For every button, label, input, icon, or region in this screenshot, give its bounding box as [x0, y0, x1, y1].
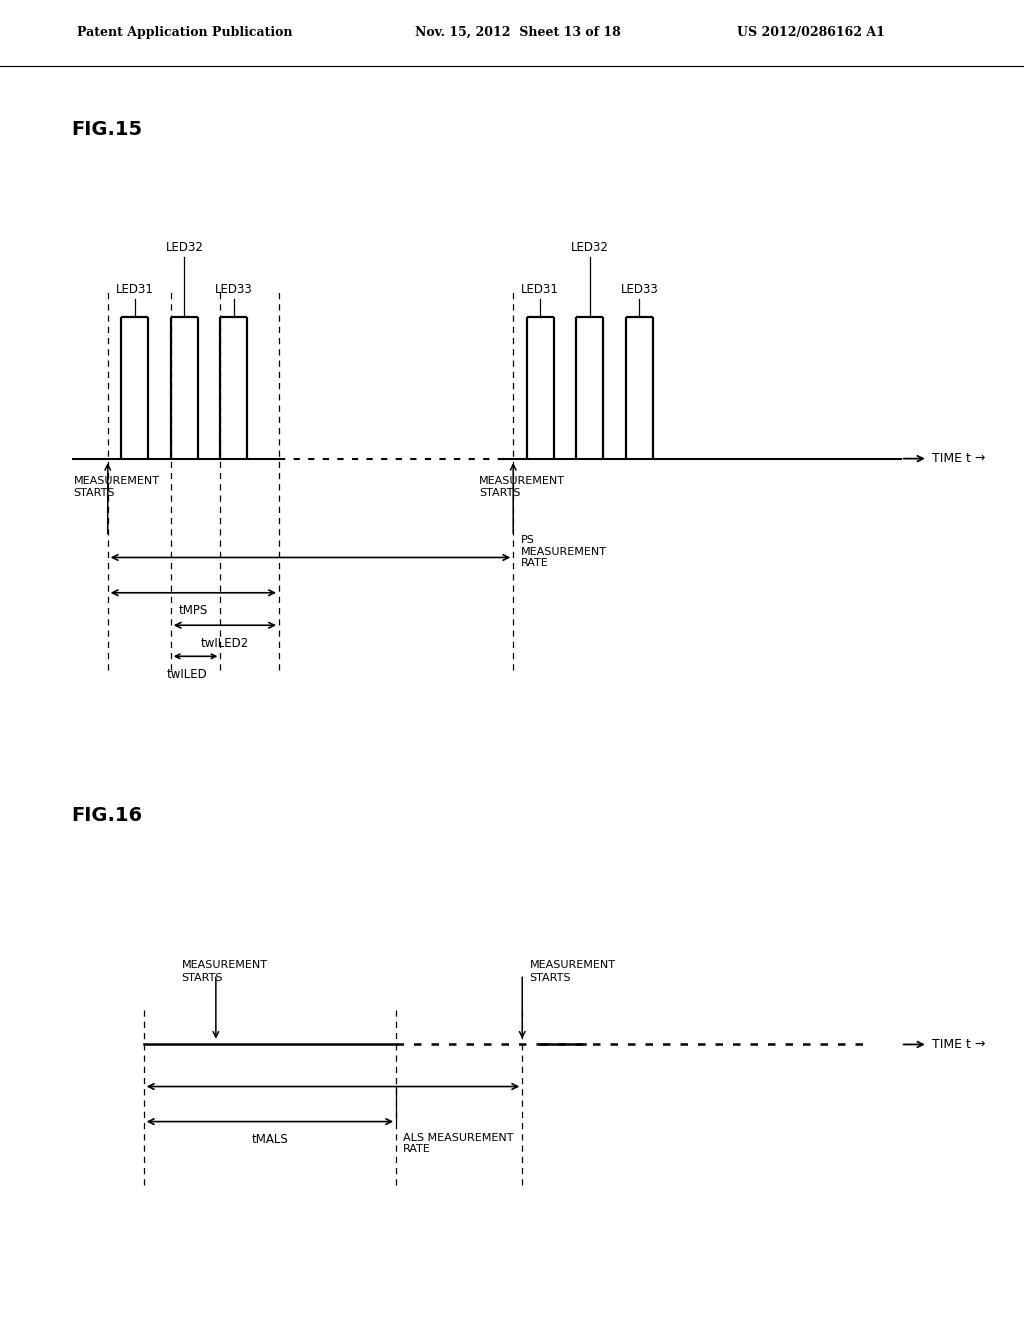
Text: MEASUREMENT
STARTS: MEASUREMENT STARTS [529, 961, 615, 982]
Text: twILED2: twILED2 [201, 636, 249, 649]
Text: MEASUREMENT
STARTS: MEASUREMENT STARTS [74, 475, 160, 498]
Text: FIG.15: FIG.15 [72, 120, 142, 139]
Text: tMPS: tMPS [179, 605, 208, 616]
Text: FIG.16: FIG.16 [72, 807, 142, 825]
Text: TIME t →: TIME t → [932, 1038, 986, 1051]
Text: Nov. 15, 2012  Sheet 13 of 18: Nov. 15, 2012 Sheet 13 of 18 [415, 25, 621, 38]
Text: LED32: LED32 [571, 240, 608, 253]
Text: MEASUREMENT
STARTS: MEASUREMENT STARTS [479, 475, 565, 498]
Text: LED31: LED31 [521, 284, 559, 296]
Text: LED33: LED33 [215, 284, 253, 296]
Text: MEASUREMENT
STARTS: MEASUREMENT STARTS [181, 961, 267, 982]
Text: tMALS: tMALS [252, 1133, 289, 1146]
Text: US 2012/0286162 A1: US 2012/0286162 A1 [737, 25, 885, 38]
Text: Patent Application Publication: Patent Application Publication [77, 25, 292, 38]
Text: ALS MEASUREMENT
RATE: ALS MEASUREMENT RATE [403, 1133, 514, 1155]
Text: LED32: LED32 [166, 240, 203, 253]
Text: LED31: LED31 [116, 284, 154, 296]
Text: LED33: LED33 [621, 284, 658, 296]
Text: PS
MEASUREMENT
RATE: PS MEASUREMENT RATE [520, 535, 606, 569]
Text: TIME t →: TIME t → [932, 453, 986, 465]
Text: twILED: twILED [166, 668, 207, 681]
